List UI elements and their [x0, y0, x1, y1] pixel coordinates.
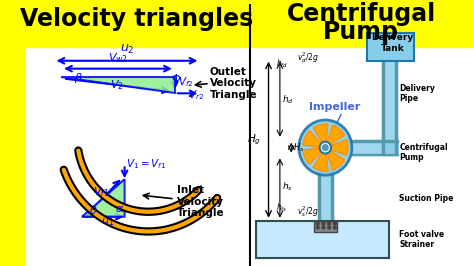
Text: Inlet
Velocity
Triangle: Inlet Velocity Triangle — [177, 185, 224, 218]
Text: Velocity triangles: Velocity triangles — [20, 7, 254, 31]
Bar — [250, 3, 474, 47]
Wedge shape — [303, 148, 325, 165]
Circle shape — [322, 226, 325, 229]
Text: $H_s$: $H_s$ — [293, 141, 304, 154]
Bar — [367, 33, 414, 61]
Bar — [256, 221, 389, 258]
Bar — [25, 47, 250, 266]
Text: $h_{fd}$: $h_{fd}$ — [276, 58, 288, 70]
Text: Outlet
Velocity
Triangle: Outlet Velocity Triangle — [210, 67, 257, 100]
Wedge shape — [313, 124, 328, 148]
Text: $h_s$: $h_s$ — [282, 181, 292, 193]
Text: $V_2$: $V_2$ — [110, 78, 124, 92]
Text: Suction Pipe: Suction Pipe — [399, 194, 454, 203]
Bar — [351, 140, 398, 156]
Text: $v_s^2/2g$: $v_s^2/2g$ — [297, 204, 319, 219]
Bar — [318, 166, 333, 221]
Circle shape — [322, 222, 325, 225]
Bar — [318, 166, 319, 221]
Text: Strainer: Strainer — [399, 240, 434, 249]
Text: $h_d$: $h_d$ — [282, 94, 293, 106]
Wedge shape — [313, 148, 328, 171]
Text: $\theta$: $\theta$ — [89, 204, 97, 216]
Text: Delivery
Pipe: Delivery Pipe — [399, 84, 435, 103]
Wedge shape — [325, 148, 345, 170]
Bar — [25, 3, 250, 47]
Text: $V_{f2}$: $V_{f2}$ — [178, 76, 193, 89]
Text: Foot valve: Foot valve — [399, 230, 444, 239]
Polygon shape — [82, 179, 125, 217]
Text: Impeller: Impeller — [309, 102, 361, 112]
Text: Centrifugal
Pump: Centrifugal Pump — [399, 143, 448, 162]
Text: $V_{w2}$: $V_{w2}$ — [108, 51, 128, 65]
Polygon shape — [61, 77, 175, 93]
Circle shape — [333, 222, 336, 225]
Bar — [250, 47, 474, 266]
Bar — [256, 221, 389, 258]
Circle shape — [316, 222, 319, 225]
Text: $\alpha$: $\alpha$ — [115, 204, 124, 214]
Bar — [351, 153, 398, 156]
Text: $H_g$: $H_g$ — [247, 132, 261, 147]
Bar — [395, 57, 397, 156]
Text: $V_{r1}$: $V_{r1}$ — [93, 185, 110, 199]
Circle shape — [299, 120, 352, 175]
Text: $\beta$: $\beta$ — [74, 72, 83, 85]
Text: $u_1$: $u_1$ — [101, 217, 114, 228]
Bar — [331, 166, 333, 221]
Circle shape — [319, 142, 331, 153]
Wedge shape — [325, 125, 345, 148]
Circle shape — [328, 222, 330, 225]
Text: $u_2$: $u_2$ — [120, 43, 134, 56]
Circle shape — [333, 226, 336, 229]
Text: Delivery
Tank: Delivery Tank — [372, 33, 414, 53]
Bar — [382, 57, 397, 156]
Text: $v_d^2/2g$: $v_d^2/2g$ — [297, 50, 319, 65]
Circle shape — [328, 226, 330, 229]
Circle shape — [316, 226, 319, 229]
Text: Centrifugal: Centrifugal — [287, 2, 436, 26]
Wedge shape — [325, 139, 348, 156]
Wedge shape — [303, 131, 325, 148]
Bar — [314, 221, 337, 232]
Text: $V_1 = V_{f1}$: $V_1 = V_{f1}$ — [127, 157, 167, 171]
Text: $V_{r2}$: $V_{r2}$ — [188, 88, 204, 102]
Text: $h_{fs}$: $h_{fs}$ — [276, 202, 288, 214]
Text: Pump: Pump — [323, 20, 399, 44]
Circle shape — [322, 145, 328, 151]
Bar — [382, 57, 384, 156]
Text: $\Phi$: $\Phi$ — [171, 72, 181, 85]
Bar — [351, 140, 398, 142]
